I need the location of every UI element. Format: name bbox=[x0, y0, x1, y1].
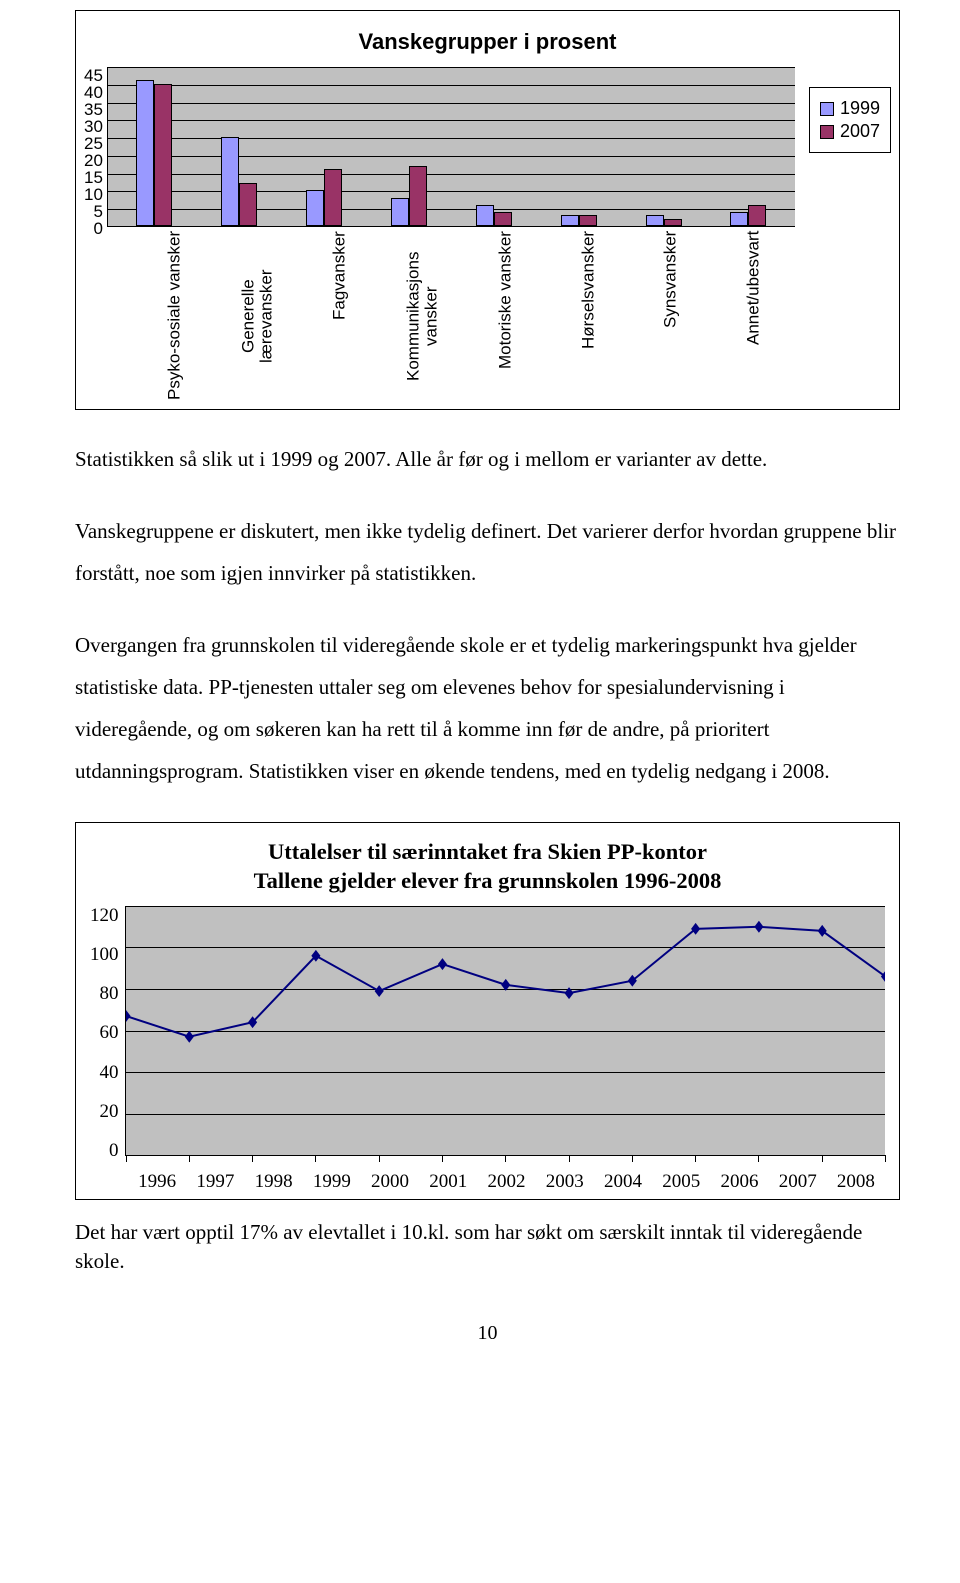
bar bbox=[561, 215, 579, 226]
bar bbox=[748, 205, 766, 226]
line-chart-xtick: 1996 bbox=[128, 1171, 186, 1193]
line-chart-yaxis: 120 100 80 60 40 20 0 bbox=[90, 906, 125, 1161]
line-chart: Uttalelser til særinntaket fra Skien PP-… bbox=[75, 822, 900, 1200]
line-chart-ytick: 80 bbox=[100, 984, 119, 1003]
bar-chart-yaxis: 454035302520151050 bbox=[84, 67, 107, 235]
bar-chart-ytick: 25 bbox=[84, 135, 103, 152]
bar bbox=[476, 205, 494, 226]
paragraph: Vanskegruppene er diskutert, men ikke ty… bbox=[75, 510, 900, 594]
line-chart-ytick: 40 bbox=[100, 1063, 119, 1082]
bar bbox=[239, 183, 257, 226]
line-chart-ytick: 120 bbox=[90, 906, 119, 925]
bar-chart-xtick: Kommunikasjons vansker bbox=[381, 231, 464, 401]
bar-chart-title: Vanskegrupper i prosent bbox=[84, 29, 891, 55]
bar-chart-legend: 19992007 bbox=[809, 87, 891, 153]
line-chart-xtick: 2003 bbox=[536, 1171, 594, 1193]
bar-chart-xtick: Generelle lærevansker bbox=[216, 231, 299, 401]
bar bbox=[664, 219, 682, 226]
line-chart-ytick: 60 bbox=[100, 1023, 119, 1042]
line-chart-xtick: 2008 bbox=[827, 1171, 885, 1193]
bar-chart-ytick: 30 bbox=[84, 118, 103, 135]
bar-chart-ytick: 0 bbox=[93, 220, 102, 237]
bar-chart-xtick: Annet/ubesvart bbox=[712, 231, 795, 401]
bar-chart: Vanskegrupper i prosent 4540353025201510… bbox=[75, 10, 900, 410]
bar bbox=[579, 215, 597, 226]
line-chart-xtick: 1999 bbox=[303, 1171, 361, 1193]
line-chart-xtick: 2000 bbox=[361, 1171, 419, 1193]
legend-item: 1999 bbox=[820, 98, 880, 119]
bar bbox=[409, 166, 427, 226]
bar-chart-ytick: 35 bbox=[84, 101, 103, 118]
bar bbox=[730, 212, 748, 226]
bar-chart-xtick: Hørselsvansker bbox=[547, 231, 630, 401]
bar bbox=[646, 215, 664, 226]
bar-chart-ytick: 20 bbox=[84, 152, 103, 169]
bar-chart-plot bbox=[107, 67, 795, 227]
line-chart-xtick: 2006 bbox=[710, 1171, 768, 1193]
bar-chart-ytick: 5 bbox=[93, 203, 102, 220]
bar bbox=[391, 198, 409, 226]
bar-chart-ytick: 10 bbox=[84, 186, 103, 203]
line-chart-title-line1: Uttalelser til særinntaket fra Skien PP-… bbox=[268, 839, 707, 864]
line-chart-xaxis: 1996199719981999200020012002200320042005… bbox=[90, 1171, 885, 1193]
line-chart-xtick: 2005 bbox=[652, 1171, 710, 1193]
bar bbox=[306, 190, 324, 226]
bar-chart-ytick: 40 bbox=[84, 84, 103, 101]
page-number: 10 bbox=[75, 1322, 900, 1345]
line-chart-xtick: 2001 bbox=[419, 1171, 477, 1193]
line-chart-xtick: 2004 bbox=[594, 1171, 652, 1193]
bar bbox=[154, 84, 172, 226]
paragraph: Overgangen fra grunnskolen til videregåe… bbox=[75, 624, 900, 792]
paragraph: Statistikken så slik ut i 1999 og 2007. … bbox=[75, 438, 900, 480]
bar bbox=[136, 80, 154, 226]
bar-chart-xtick: Motoriske vansker bbox=[464, 231, 547, 401]
line-chart-xtick: 1998 bbox=[244, 1171, 302, 1193]
legend-item: 2007 bbox=[820, 121, 880, 142]
line-chart-xtick: 1997 bbox=[186, 1171, 244, 1193]
line-chart-title-line2: Tallene gjelder elever fra grunnskolen 1… bbox=[254, 868, 722, 893]
line-chart-xtick: 2007 bbox=[769, 1171, 827, 1193]
line-chart-ytick: 20 bbox=[100, 1102, 119, 1121]
line-chart-title: Uttalelser til særinntaket fra Skien PP-… bbox=[90, 837, 885, 896]
bar-chart-ytick: 15 bbox=[84, 169, 103, 186]
bar-chart-ytick: 45 bbox=[84, 67, 103, 84]
bar bbox=[494, 212, 512, 226]
line-chart-ytick: 0 bbox=[109, 1141, 119, 1160]
paragraph: Det har vært opptil 17% av elevtallet i … bbox=[75, 1218, 900, 1277]
line-chart-ytick: 100 bbox=[90, 945, 119, 964]
line-chart-plot bbox=[125, 906, 886, 1156]
bar bbox=[324, 169, 342, 226]
bar-chart-xtick: Psyko-sosiale vansker bbox=[133, 231, 216, 401]
bar bbox=[221, 137, 239, 226]
bar-chart-xtick: Synsvansker bbox=[629, 231, 712, 401]
bar-chart-xaxis: Psyko-sosiale vanskerGenerelle lærevansk… bbox=[107, 231, 795, 401]
bar-chart-xtick: Fagvansker bbox=[298, 231, 381, 401]
line-chart-xtick: 2002 bbox=[477, 1171, 535, 1193]
